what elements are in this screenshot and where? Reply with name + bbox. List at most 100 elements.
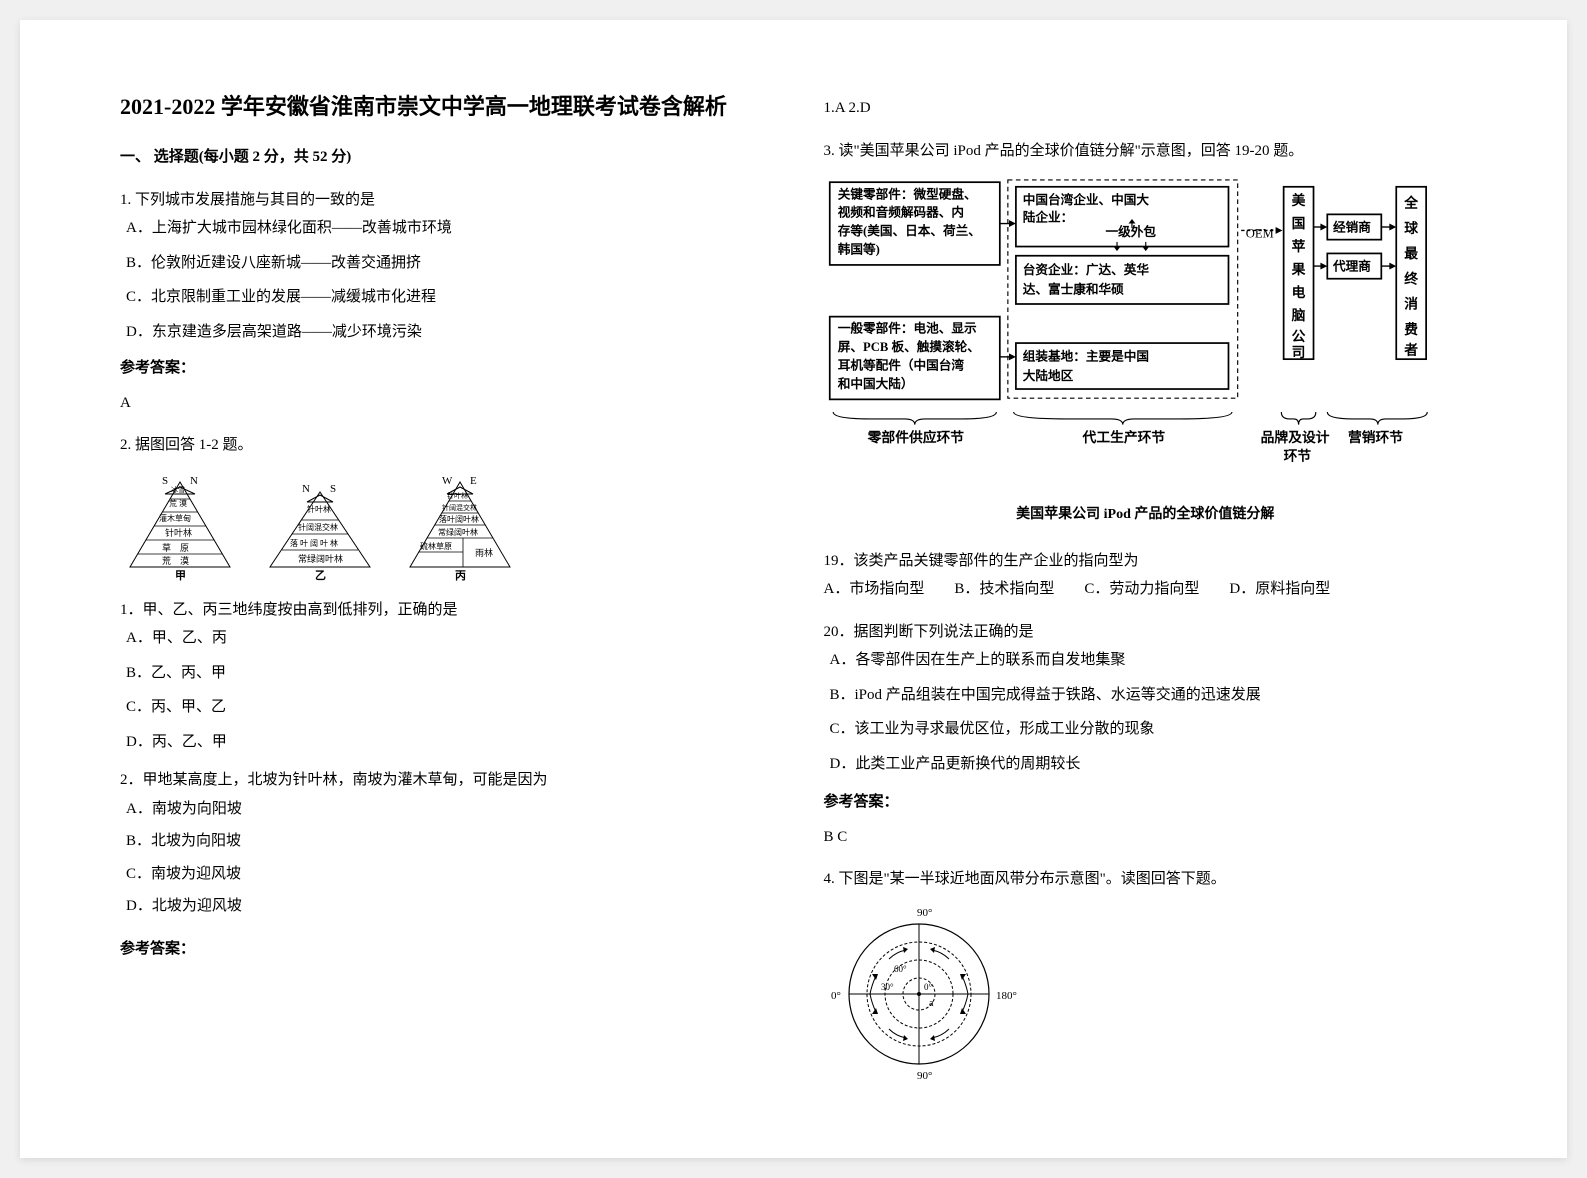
q1-opt-b: B．伦敦附近建设八座新城——改善交通拥挤	[126, 249, 764, 278]
consumer-6: 费	[1404, 321, 1418, 337]
q20-c: C．该工业为寻求最优区位，形成工业分散的现象	[830, 715, 1468, 744]
apple-4: 果	[1290, 262, 1305, 277]
consumer-7: 者	[1404, 343, 1418, 358]
apple-6: 脑	[1291, 307, 1305, 323]
q2s2-c: C．南坡为迎风坡	[126, 860, 448, 889]
q1-opt-a: A．上海扩大城市园林绿化面积——改善城市环境	[126, 214, 764, 243]
bottom-l1: 零部件供应环节	[866, 429, 964, 445]
q2-sub1: 1．甲、乙、丙三地纬度按由高到低排列，正确的是 A．甲、乙、丙 B．乙、丙、甲 …	[120, 596, 764, 757]
wind-60: 60°	[894, 964, 907, 974]
value-chain-diagram: 关键零部件：微型硬盘、 视频和音频解码器、内 存等(美国、日本、荷兰、 韩国等)…	[824, 173, 1468, 472]
q20-b: B．iPod 产品组装在中国完成得益于铁路、水运等交通的迅速发展	[830, 681, 1468, 710]
tri2-s: S	[330, 483, 336, 495]
tri2-label: 乙	[315, 569, 326, 582]
tri3-l5a: 硫林草原	[420, 541, 452, 551]
q2-answer: 1.A 2.D	[824, 94, 1468, 123]
tri2-l4: 常绿阔叶林	[298, 553, 343, 564]
q20: 20．据图判断下列说法正确的是 A．各零部件因在生产上的联系而自发地集聚 B．i…	[824, 618, 1468, 779]
wind-bottom: 90°	[917, 1070, 932, 1082]
diagram-caption: 美国苹果公司 iPod 产品的全球价值链分解	[824, 502, 1468, 529]
wind-a: a	[929, 998, 934, 1009]
right-column: 1.A 2.D 3. 读"美国苹果公司 iPod 产品的全球价值链分解"示意图，…	[824, 90, 1468, 1118]
consumer-2: 球	[1404, 220, 1418, 236]
q1-opt-d: D．东京建造多层高架道路——减少环境污染	[126, 318, 764, 347]
tri1-label: 甲	[175, 569, 186, 582]
q2s1-d: D．丙、乙、甲	[126, 728, 764, 757]
bottom-l4: 营销环节	[1347, 429, 1402, 445]
q20-a: A．各零部件因在生产上的联系而自发地集聚	[830, 646, 1468, 675]
question-2: 2. 据图回答 1-2 题。 S N 冰雪 荒 漠 灌木草甸 针叶林	[120, 431, 764, 963]
consumer-4: 终	[1404, 270, 1418, 286]
wind-belt-diagram: 90° 90° 0° 180° 30° 60° 0° a	[824, 904, 1024, 1084]
box-mainland-2: 陆企业：	[1022, 209, 1073, 224]
q1-opt-c: C．北京限制重工业的发展——减缓城市化进程	[126, 283, 764, 312]
exam-title: 2021-2022 学年安徽省淮南市崇文中学高一地理联考试卷含解析	[120, 90, 764, 123]
q1-answer-label: 参考答案：	[120, 354, 764, 383]
tri3-w: W	[442, 475, 453, 487]
apple-5: 电	[1291, 284, 1305, 300]
q2s2-a: A．南坡为向阳坡	[126, 795, 448, 824]
box-key-parts-4: 韩国等)	[837, 241, 879, 256]
q4-intro: 4. 下图是"某一半球近地面风带分布示意图"。读图回答下题。	[824, 865, 1468, 894]
tri1-l3: 针叶林	[165, 527, 192, 538]
triangle-bing: W E 针叶林 针阔混交林 落叶阔叶林 常绿阔叶林 硫林草原 雨林	[400, 472, 520, 582]
wind-0: 0°	[924, 982, 933, 992]
tri1-l2: 灌木草甸	[159, 513, 191, 523]
tri2-l1: 针叶林	[307, 504, 331, 514]
q3-intro: 3. 读"美国苹果公司 iPod 产品的全球价值链分解"示意图，回答 19-20…	[824, 137, 1468, 166]
tri1-s: S	[162, 475, 168, 487]
box-assembly-2: 大陆地区	[1022, 368, 1073, 383]
oem-label: OEM	[1245, 226, 1273, 240]
box-gen-4: 和中国大陆）	[836, 376, 913, 391]
tri3-l3: 落叶阔叶林	[439, 514, 479, 524]
box-key-parts-3: 存等(美国、日本、荷兰、	[837, 223, 980, 238]
agent-label: 代理商	[1332, 259, 1371, 274]
q2s2-d: D．北坡为迎风坡	[126, 892, 448, 921]
box-gen-3: 耳机等配件（中国台湾	[837, 357, 964, 372]
q2s1-b: B．乙、丙、甲	[126, 659, 764, 688]
consumer-1: 全	[1403, 194, 1418, 210]
q2-sub2: 2．甲地某高度上，北坡为针叶林，南坡为灌木草甸，可能是因为 A．南坡为向阳坡 B…	[120, 766, 764, 925]
tri2-n: N	[302, 483, 310, 495]
bottom-l3-2: 环节	[1283, 447, 1311, 463]
q20-d: D．此类工业产品更新换代的周期较长	[830, 750, 1468, 779]
triangle-jia: S N 冰雪 荒 漠 灌木草甸 针叶林 草 原 荒 漠 甲	[120, 472, 240, 582]
q2s1-c: C．丙、甲、乙	[126, 693, 764, 722]
box-gen-1: 一般零部件：电池、显示	[837, 321, 976, 336]
section-header: 一、 选择题(每小题 2 分，共 52 分)	[120, 143, 764, 172]
q19-b: B．技术指向型	[954, 575, 1054, 604]
triangle-yi: N S 针叶林 针阔混交林 落 叶 阔 叶 林 常绿阔叶林 乙	[260, 472, 380, 582]
box-assembly-1: 组装基地：主要是中国	[1022, 348, 1148, 363]
wind-left: 0°	[831, 990, 841, 1002]
apple-1: 美	[1291, 192, 1305, 208]
question-4: 4. 下图是"某一半球近地面风带分布示意图"。读图回答下题。 90° 90° 0…	[824, 865, 1468, 1104]
tri1-l4: 草 原	[162, 542, 189, 553]
box-key-parts-2: 视频和音频解码器、内	[837, 205, 963, 220]
q2-intro: 2. 据图回答 1-2 题。	[120, 431, 764, 460]
left-column: 2021-2022 学年安徽省淮南市崇文中学高一地理联考试卷含解析 一、 选择题…	[120, 90, 764, 1118]
tri2-l3: 落 叶 阔 叶 林	[290, 538, 338, 548]
wind-right: 180°	[996, 990, 1017, 1002]
apple-8: 司	[1291, 345, 1305, 360]
consumer-3: 最	[1404, 246, 1418, 261]
q2s1-stem: 1．甲、乙、丙三地纬度按由高到低排列，正确的是	[120, 596, 764, 625]
q2s2-stem: 2．甲地某高度上，北坡为针叶林，南坡为灌木草甸，可能是因为	[120, 766, 764, 795]
apple-3: 苹	[1291, 238, 1305, 254]
tri1-l1: 荒 漠	[169, 498, 187, 508]
tri2-l2: 针阔混交林	[298, 522, 338, 532]
tri3-label: 丙	[455, 569, 466, 582]
box-gen-2: 屏、PCB 板、触摸滚轮、	[837, 339, 979, 354]
triangle-figure: S N 冰雪 荒 漠 灌木草甸 针叶林 草 原 荒 漠 甲	[120, 472, 764, 582]
tri3-e: E	[470, 475, 477, 487]
q2s1-a: A．甲、乙、丙	[126, 624, 764, 653]
exam-page: 2021-2022 学年安徽省淮南市崇文中学高一地理联考试卷含解析 一、 选择题…	[20, 20, 1567, 1158]
q19-stem: 19．该类产品关键零部件的生产企业的指向型为	[824, 547, 1468, 576]
wind-30: 30°	[881, 982, 894, 992]
q3-answer-label: 参考答案：	[824, 788, 1468, 817]
tri1-n: N	[190, 475, 198, 487]
q3-answer: B C	[824, 823, 1468, 852]
tri3-l4: 常绿阔叶林	[438, 527, 478, 537]
box-taiwan-1: 台资企业：广达、英华	[1022, 262, 1149, 277]
consumer-5: 消	[1404, 296, 1418, 312]
box-taiwan-2: 达、富士康和华硕	[1022, 282, 1123, 297]
